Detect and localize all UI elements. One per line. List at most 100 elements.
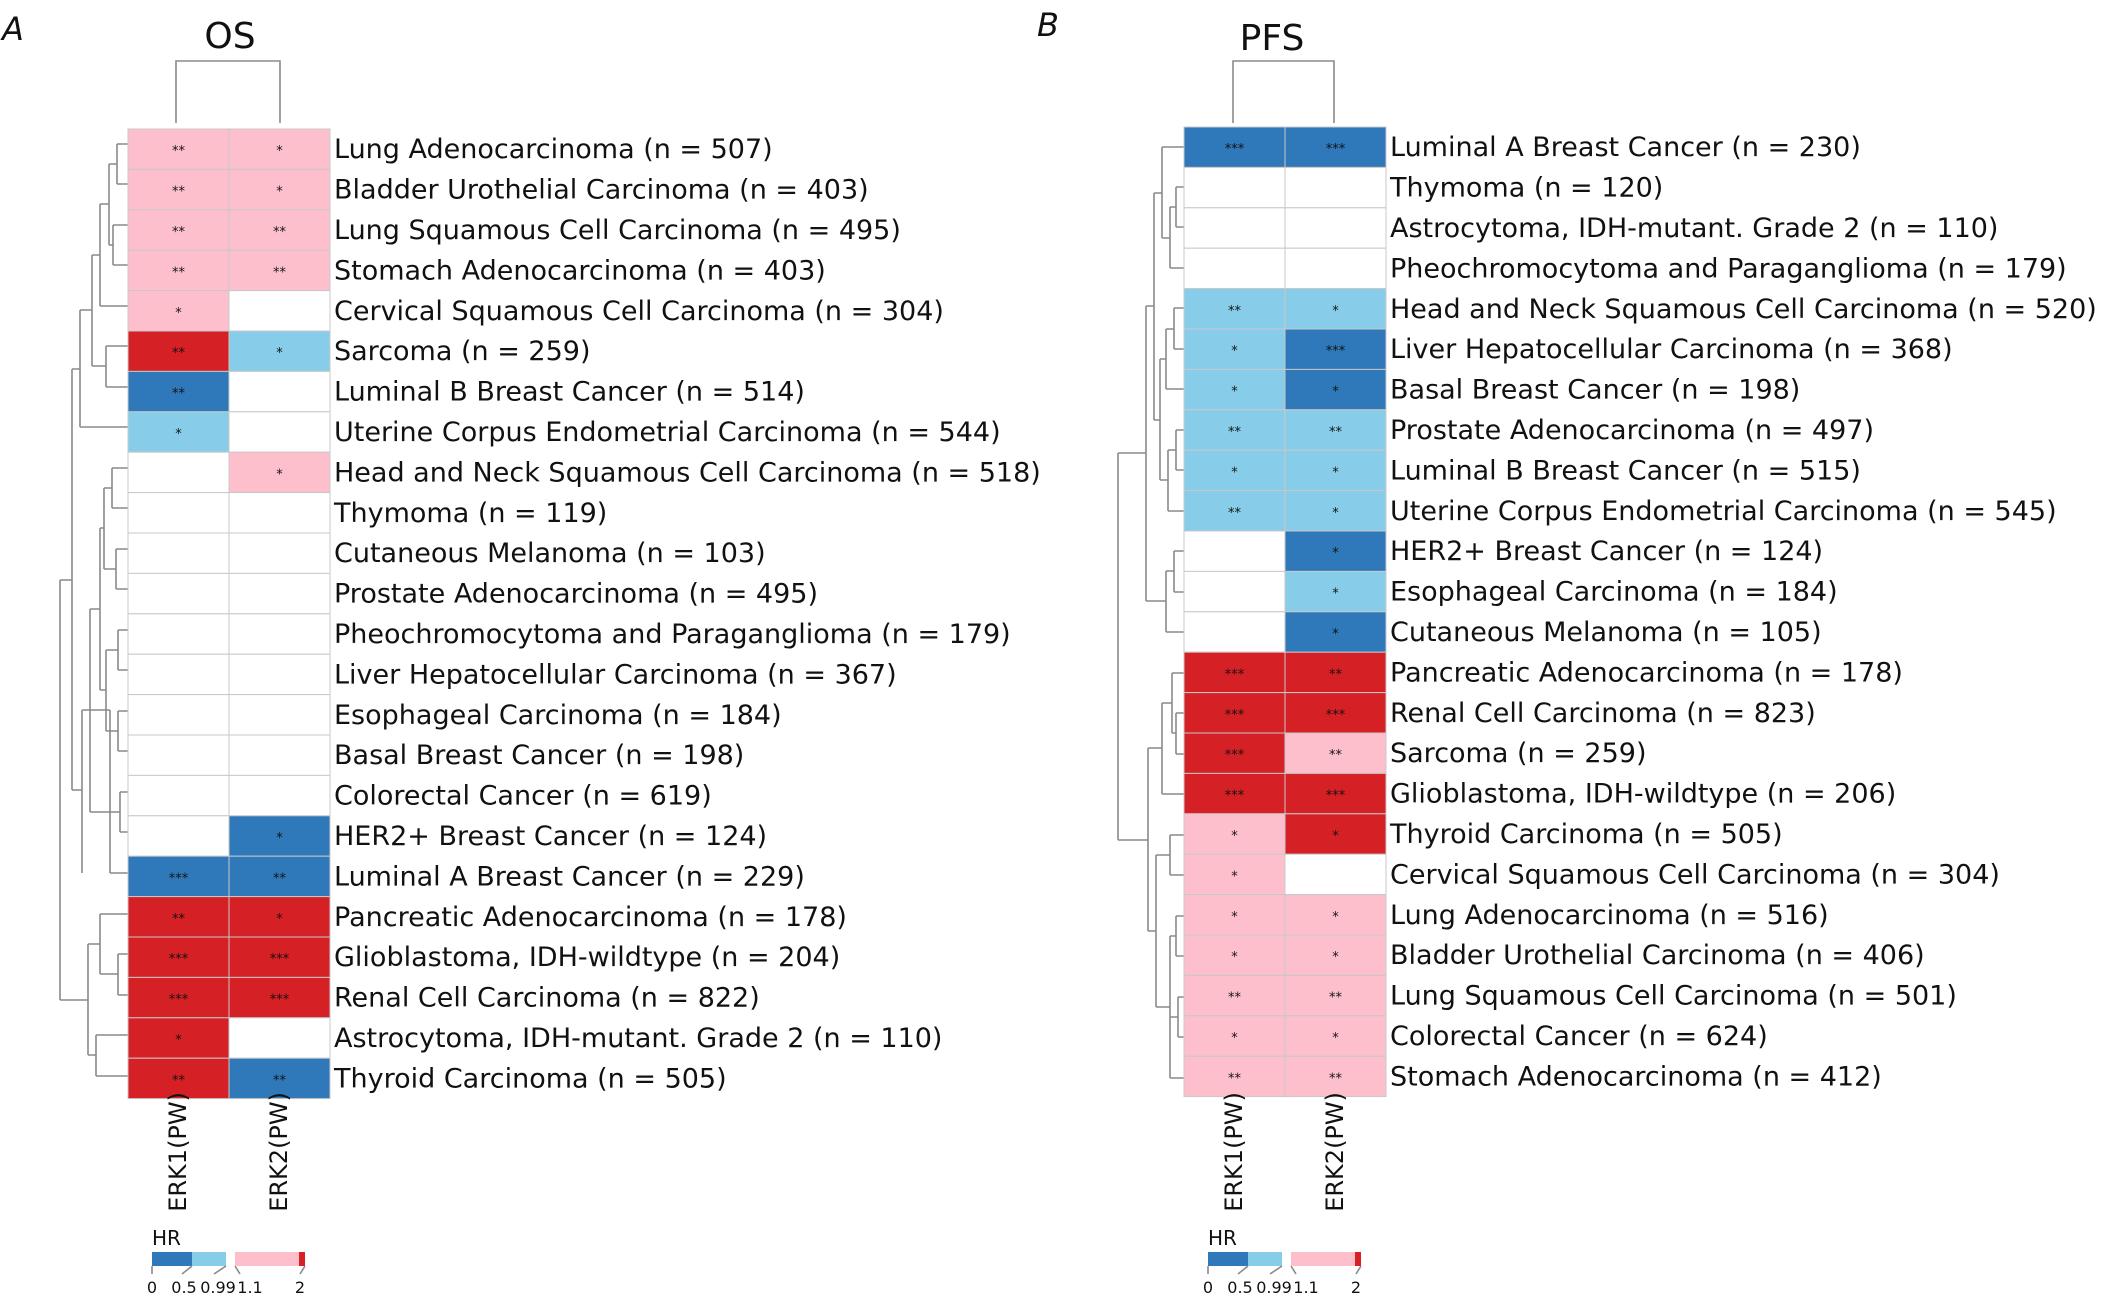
heatmap-cell bbox=[127, 976, 230, 1019]
significance-marker: *** bbox=[270, 952, 290, 967]
heatmap-cell bbox=[1183, 570, 1286, 613]
row-label: Pancreatic Adenocarcinoma (n = 178) bbox=[1390, 657, 1903, 688]
panel-label-a: A bbox=[0, 10, 24, 48]
heatmap-cell bbox=[228, 774, 331, 817]
heatmap-cell bbox=[1183, 974, 1286, 1017]
heatmap-cell bbox=[1284, 247, 1387, 290]
significance-marker: ** bbox=[172, 225, 186, 240]
heatmap-cell bbox=[127, 936, 230, 978]
row-label: Pheochromocytoma and Paraganglioma (n = … bbox=[334, 619, 1011, 650]
significance-marker: *** bbox=[1225, 748, 1245, 763]
row-label: Thymoma (n = 120) bbox=[1389, 173, 1663, 204]
legend-title: HR bbox=[1208, 1226, 1237, 1250]
heatmap-cell bbox=[127, 330, 230, 372]
significance-marker: *** bbox=[1326, 789, 1346, 804]
panel-title-os: OS bbox=[204, 16, 255, 57]
column-label-erk1: ERK1(PW) bbox=[164, 1092, 192, 1212]
row-label: Colorectal Cancer (n = 624) bbox=[1390, 1021, 1768, 1052]
column-dendrogram-pfs bbox=[1232, 60, 1335, 123]
heatmap-cell bbox=[1284, 409, 1387, 451]
heatmap-cell bbox=[127, 572, 230, 615]
significance-marker: ** bbox=[172, 144, 186, 159]
heatmap-cell bbox=[127, 694, 230, 736]
significance-marker: ** bbox=[273, 1073, 287, 1088]
heatmap-cell bbox=[127, 734, 230, 776]
row-label: Lung Adenocarcinoma (n = 507) bbox=[334, 134, 773, 165]
row-label: Cutaneous Melanoma (n = 105) bbox=[1390, 617, 1822, 648]
significance-marker: * bbox=[1332, 829, 1339, 844]
row-label: Lung Squamous Cell Carcinoma (n = 501) bbox=[1390, 981, 1957, 1012]
row-label: Liver Hepatocellular Carcinoma (n = 368) bbox=[1390, 334, 1953, 365]
legend-tick: 0 bbox=[1203, 1278, 1213, 1297]
heatmap-cell bbox=[1183, 772, 1286, 815]
significance-marker: *** bbox=[1326, 142, 1346, 157]
heatmap-cell bbox=[127, 855, 230, 898]
row-label: Pancreatic Adenocarcinoma (n = 178) bbox=[334, 902, 847, 933]
significance-marker: ** bbox=[172, 387, 186, 402]
heatmap-cell bbox=[1284, 288, 1387, 330]
heatmap-cell bbox=[127, 451, 230, 494]
significance-marker: *** bbox=[1225, 708, 1245, 723]
heatmap-cell bbox=[1183, 732, 1286, 774]
significance-marker: * bbox=[175, 427, 182, 442]
significance-marker: * bbox=[175, 1033, 182, 1048]
heatmap-cell bbox=[1183, 894, 1286, 936]
heatmap-cell bbox=[1183, 288, 1286, 330]
heatmap-cell bbox=[1284, 894, 1387, 936]
heatmap-cell bbox=[127, 613, 230, 655]
significance-marker: * bbox=[1231, 465, 1238, 480]
heatmap-cell bbox=[1183, 247, 1286, 290]
significance-marker: * bbox=[276, 467, 283, 482]
column-labels-os: ERK1(PW) ERK2(PW) bbox=[164, 1092, 293, 1212]
row-label: Colorectal Cancer (n = 619) bbox=[334, 781, 712, 812]
row-label: Pheochromocytoma and Paraganglioma (n = … bbox=[1390, 253, 2067, 284]
legend-swatch-strong-high bbox=[299, 1252, 305, 1266]
significance-marker: ** bbox=[1228, 1071, 1242, 1086]
panel-pfs: B PFS *** *** Luminal A Breast Cancer (n =… bbox=[1037, 6, 2097, 1297]
significance-marker: * bbox=[1332, 304, 1339, 319]
legend-tick: 0.5 bbox=[171, 1278, 196, 1297]
heatmap-cell bbox=[127, 128, 230, 170]
heatmap-cell bbox=[1183, 126, 1286, 168]
heatmap-cell bbox=[1183, 490, 1286, 532]
heatmap-cell bbox=[1284, 207, 1387, 249]
panel-title-pfs: PFS bbox=[1240, 18, 1305, 59]
significance-marker: ** bbox=[1329, 667, 1343, 682]
heatmap-cell bbox=[1284, 611, 1387, 653]
row-label: Luminal B Breast Cancer (n = 514) bbox=[334, 377, 805, 408]
row-dendrogram-os bbox=[59, 143, 128, 1077]
heatmap-cell bbox=[1284, 813, 1387, 855]
heatmap-cell bbox=[228, 1057, 331, 1100]
significance-marker: * bbox=[1332, 385, 1339, 400]
heatmap-cell bbox=[1183, 328, 1286, 370]
legend-swatch-weak-high bbox=[1291, 1252, 1355, 1266]
significance-marker: *** bbox=[1225, 789, 1245, 804]
significance-marker: *** bbox=[1326, 708, 1346, 723]
significance-marker: *** bbox=[270, 993, 290, 1008]
heatmap-cell bbox=[1183, 853, 1286, 896]
heatmap-cell bbox=[1183, 449, 1286, 492]
row-label: HER2+ Breast Cancer (n = 124) bbox=[1390, 536, 1823, 567]
column-dendrogram-os bbox=[175, 60, 281, 123]
row-label: HER2+ Breast Cancer (n = 124) bbox=[334, 821, 767, 852]
significance-marker: * bbox=[1231, 869, 1238, 884]
row-label: Bladder Urothelial Carcinoma (n = 406) bbox=[1390, 940, 1925, 971]
legend-tick: 0.5 bbox=[1227, 1278, 1252, 1297]
heatmap-cell bbox=[1183, 166, 1286, 209]
heatmap-cell bbox=[228, 976, 331, 1019]
significance-marker: ** bbox=[273, 871, 287, 886]
row-label: Liver Hepatocellular Carcinoma (n = 367) bbox=[334, 659, 897, 690]
legend-tick: 0.99 bbox=[1256, 1278, 1292, 1297]
row-label: Basal Breast Cancer (n = 198) bbox=[334, 740, 744, 771]
heatmap-cell bbox=[228, 572, 331, 615]
significance-marker: ** bbox=[172, 1073, 186, 1088]
row-label: Uterine Corpus Endometrial Carcinoma (n … bbox=[1390, 496, 2057, 527]
heatmap-cell bbox=[127, 168, 230, 211]
row-label: Luminal A Breast Cancer (n = 229) bbox=[334, 861, 805, 892]
significance-marker: * bbox=[175, 306, 182, 321]
legend-tick: 1.1 bbox=[237, 1278, 262, 1297]
significance-marker: ** bbox=[1329, 425, 1343, 440]
legend-title: HR bbox=[152, 1226, 181, 1250]
heatmap-cell bbox=[228, 855, 331, 898]
heatmap-cell bbox=[1183, 207, 1286, 249]
